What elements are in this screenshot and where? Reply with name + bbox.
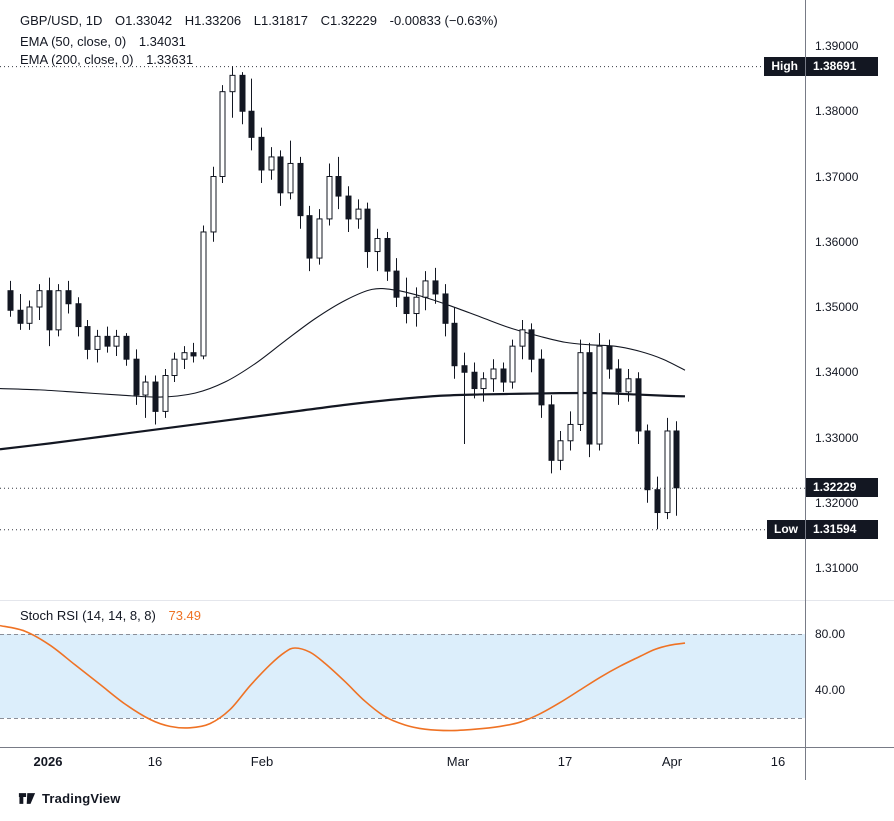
price-axis[interactable]: 1.39000 1.38000 1.37000 1.36000 1.35000 1.340… [806, 0, 894, 780]
stoch-label: Stoch RSI (14, 14, 8, 8) [20, 608, 156, 623]
ohlc-close: C1.32229 [320, 13, 377, 28]
price-axis-label: 1.33000 [815, 430, 859, 445]
time-axis-label: Mar [446, 754, 470, 769]
ema50-label: EMA (50, close, 0) [20, 34, 127, 49]
stoch-value: 73.49 [168, 608, 202, 623]
price-axis-label: 1.34000 [815, 365, 859, 380]
ema200-label: EMA (200, close, 0) [20, 52, 134, 67]
ohlc-high: H1.33206 [184, 13, 242, 28]
price-axis-label: 1.32000 [815, 495, 859, 510]
symbol-title: GBP/USD, 1D [20, 13, 103, 28]
footer-brand-text: TradingView [42, 791, 121, 806]
footer-brand[interactable]: TradingView [18, 791, 121, 806]
legend-ohlc-row[interactable]: GBP/USD, 1D O1.33042 H1.33206 L1.31817 C… [20, 12, 498, 29]
legend-ema200-row[interactable]: EMA (200, close, 0) 1.33631 [20, 51, 193, 68]
ohlc-low: L1.31817 [253, 13, 308, 28]
price-axis-label: 1.36000 [815, 234, 859, 249]
legend-ema50-row[interactable]: EMA (50, close, 0) 1.34031 [20, 33, 186, 50]
ema-200-line [0, 391, 686, 451]
time-axis-label: 16 [147, 754, 163, 769]
time-axis-label: Apr [661, 754, 683, 769]
ema50-value: 1.34031 [138, 34, 186, 49]
candles-group [7, 66, 680, 530]
time-axis-label: Feb [250, 754, 274, 769]
time-axis-label: 17 [557, 754, 573, 769]
tradingview-logo-icon [18, 793, 36, 804]
stoch-band [0, 634, 805, 718]
time-axis-label: 16 [770, 754, 786, 769]
price-axis-label: 1.37000 [815, 169, 859, 184]
ohlc-change: -0.00833 (−0.63%) [389, 13, 498, 28]
stoch-legend-row[interactable]: Stoch RSI (14, 14, 8, 8) 73.49 [20, 607, 201, 624]
low-tag-label: Low [767, 520, 805, 539]
time-axis-label: 2026 [33, 754, 63, 769]
stoch-axis-label: 80.00 [815, 627, 846, 641]
ohlc-open: O1.33042 [114, 13, 173, 28]
price-axis-label: 1.35000 [815, 300, 859, 314]
high-tag-value: 1.38691 [806, 57, 878, 76]
low-tag-value: 1.31594 [806, 520, 878, 539]
price-axis-label: 1.38000 [815, 104, 859, 119]
stoch-rsi-line [0, 624, 686, 732]
price-axis-label: 1.31000 [815, 561, 859, 575]
price-axis-label: 1.39000 [815, 39, 859, 53]
time-axis[interactable]: 2026 16 Feb Mar 17 Apr 16 [0, 747, 894, 780]
ema200-value: 1.33631 [146, 52, 194, 67]
stoch-axis-label: 40.00 [815, 683, 846, 697]
last-price-tag: 1.32229 [806, 478, 878, 497]
high-tag-label: High [764, 57, 805, 76]
